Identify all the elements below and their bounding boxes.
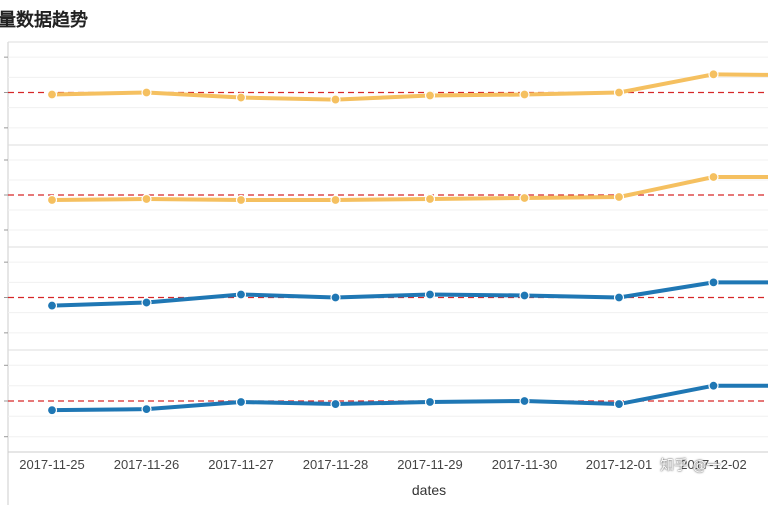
- panel-2-point-5: [424, 193, 436, 205]
- x-tick-label-8: 2017-12-02: [680, 457, 747, 472]
- panel-1-point-8: [708, 69, 719, 80]
- panel-2-point-7: [613, 191, 625, 203]
- x-tick-label-1: 2017-11-25: [19, 457, 85, 472]
- panel-1-point-2: [141, 87, 152, 98]
- panel-4-point-2: [141, 404, 152, 415]
- panel-4-point-3: [235, 396, 247, 408]
- panel-1-point-3: [235, 92, 247, 103]
- chart-title: 量数据趋势: [0, 10, 88, 31]
- panel-1-point-7: [613, 87, 625, 98]
- watermark-text: 知乎 @一: [660, 458, 721, 474]
- panel-3-point-1: [46, 300, 58, 311]
- panel-2-point-3: [235, 194, 247, 206]
- panel-3-point-3: [235, 289, 247, 300]
- panel-2-point-4: [330, 194, 341, 206]
- panel-1-series-line: [50, 72, 768, 102]
- panel-3-point-5: [424, 289, 436, 300]
- panel-4-point-5: [424, 396, 436, 408]
- panel-2-point-2: [141, 193, 152, 205]
- panel-3-point-6: [519, 290, 530, 301]
- panel-1-point-4: [330, 94, 341, 105]
- x-tick-label-2: 2017-11-26: [114, 457, 180, 472]
- x-tick-label-5: 2017-11-29: [397, 457, 463, 472]
- panel-3-point-7: [613, 292, 625, 303]
- x-tick-label-4: 2017-11-28: [303, 457, 369, 472]
- panel-4-point-4: [330, 398, 341, 410]
- panel-1-point-5: [424, 90, 436, 101]
- panel-4-series-line: [50, 383, 768, 413]
- x-tick-label-3: 2017-11-27: [208, 457, 274, 472]
- panel-2-point-1: [46, 194, 58, 206]
- panel-3-point-4: [330, 292, 341, 303]
- panel-4-point-1: [46, 405, 58, 416]
- x-tick-label-6: 2017-11-30: [492, 457, 558, 472]
- panel-4-point-7: [613, 398, 625, 410]
- panel-4-point-8: [708, 380, 719, 391]
- panel-3-point-2: [141, 297, 152, 308]
- panel-1-point-6: [519, 89, 530, 100]
- panel-4-point-6: [519, 395, 530, 407]
- panel-3-series-line: [50, 280, 768, 308]
- panel-1-point-1: [46, 89, 58, 100]
- panel-2-point-6: [519, 192, 530, 204]
- panel-3-point-8: [708, 277, 719, 288]
- x-axis-label: dates: [412, 482, 446, 498]
- x-tick-label-7: 2017-12-01: [586, 457, 653, 472]
- panel-2-point-8: [708, 171, 719, 183]
